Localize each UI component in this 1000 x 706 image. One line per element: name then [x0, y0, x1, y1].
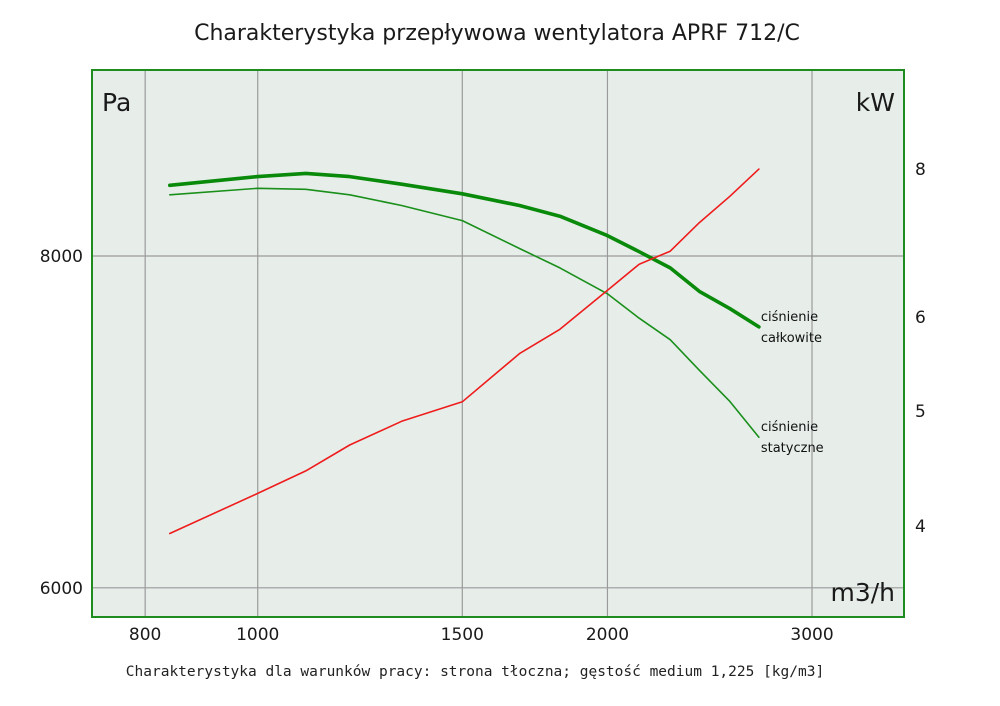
- plot-frame: [91, 69, 905, 618]
- x-tick-label: 3000: [790, 625, 833, 645]
- plot-area: [92, 70, 904, 617]
- total-pressure-curve-label: ciśnienie całkowite: [761, 310, 822, 346]
- gridlines: [92, 70, 904, 617]
- y-left-unit-label: Pa: [102, 88, 131, 117]
- series-labels: ciśnienie całkowite ciśnienie statyczne: [761, 310, 824, 456]
- curve-label-line: ciśnienie: [761, 420, 818, 435]
- curve-label-line: całkowite: [761, 331, 822, 346]
- x-unit-label: m3/h: [830, 578, 895, 607]
- total-pressure-curve: [168, 171, 761, 329]
- y-right-tick-label: 8: [915, 160, 926, 180]
- y-left-tick-label: 8000: [40, 247, 83, 267]
- y-right-tick-label: 6: [915, 308, 926, 328]
- power-curve: [169, 168, 760, 535]
- x-tick-label: 800: [129, 625, 161, 645]
- y-right-tick-label: 5: [915, 402, 926, 422]
- curves: [168, 168, 761, 535]
- x-tick-label: 1500: [441, 625, 484, 645]
- tick-labels: 800 1000 1500 2000 3000 6000 8000 4 5 6 8: [40, 160, 926, 645]
- x-tick-label: 1000: [236, 625, 279, 645]
- y-right-tick-label: 4: [915, 517, 926, 537]
- y-left-tick-label: 6000: [40, 579, 83, 599]
- chart-title: Charakterystyka przepływowa wentylatora …: [194, 21, 800, 46]
- static-pressure-curve: [169, 187, 760, 438]
- static-pressure-curve-label: ciśnienie statyczne: [761, 420, 824, 456]
- chart-caption: Charakterystyka dla warunków pracy: stro…: [126, 664, 824, 680]
- curve-label-line: statyczne: [761, 441, 824, 456]
- x-tick-label: 2000: [586, 625, 629, 645]
- y-right-unit-label: kW: [856, 88, 895, 117]
- curve-label-line: ciśnienie: [761, 310, 818, 325]
